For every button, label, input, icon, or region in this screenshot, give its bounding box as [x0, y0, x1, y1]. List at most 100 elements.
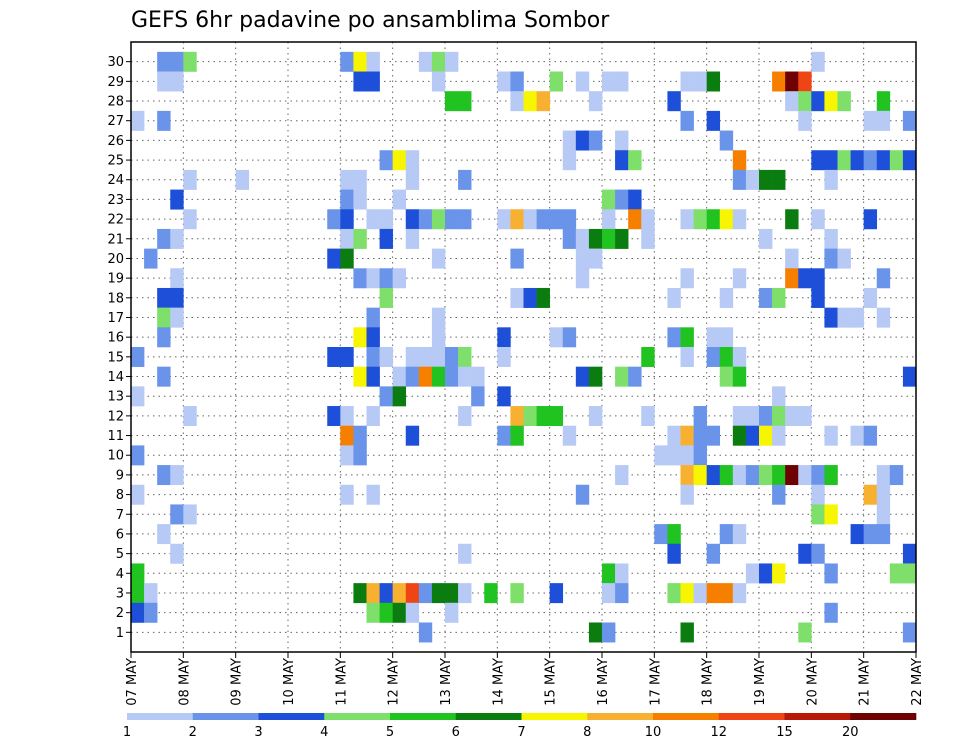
colorbar-swatch	[718, 713, 785, 720]
heatmap-cell	[759, 406, 773, 427]
heatmap-cell	[497, 347, 511, 367]
heatmap-cell	[458, 91, 472, 112]
x-tick-label: 12 MAY	[387, 658, 402, 706]
heatmap-cell	[157, 327, 171, 348]
heatmap-cell	[863, 425, 878, 446]
heatmap-cell	[157, 287, 171, 308]
heatmap-cell	[170, 51, 184, 72]
heatmap-cell	[615, 130, 629, 151]
heatmap-cell	[811, 543, 825, 564]
heatmap-cell	[693, 583, 707, 604]
heatmap-cell	[693, 406, 707, 427]
heatmap-cell	[405, 209, 420, 230]
heatmap-cell	[157, 465, 171, 486]
heatmap-cell	[523, 209, 537, 230]
heatmap-cell	[157, 366, 171, 387]
colorbar-level-label: 10	[645, 725, 662, 740]
heatmap-cell	[811, 91, 825, 112]
heatmap-cell	[667, 583, 681, 604]
heatmap-cell	[719, 130, 734, 151]
heatmap-cell	[340, 169, 354, 190]
y-tick-label: 8	[116, 488, 124, 503]
heatmap-cell	[523, 406, 537, 427]
heatmap-cell	[497, 209, 511, 230]
x-tick-label: 13 MAY	[439, 658, 454, 706]
heatmap-cell	[602, 563, 616, 584]
heatmap-cell	[902, 622, 917, 643]
y-tick-label: 18	[107, 291, 124, 306]
heatmap-cell	[405, 425, 420, 446]
heatmap-cell	[170, 307, 184, 328]
heatmap-cell	[889, 150, 904, 171]
heatmap-cell	[732, 524, 747, 545]
heatmap-cell	[785, 268, 799, 289]
heatmap-cell	[405, 347, 420, 367]
heatmap-cell	[863, 209, 878, 230]
x-tick-label: 10 MAY	[282, 658, 297, 706]
heatmap-cell	[497, 425, 511, 446]
heatmap-cell	[680, 583, 694, 604]
heatmap-cell	[876, 91, 891, 112]
heatmap-cell	[340, 189, 354, 210]
heatmap-cell	[445, 91, 459, 112]
heatmap-cell	[824, 91, 838, 112]
heatmap-cell	[850, 425, 864, 446]
heatmap-cell	[785, 71, 799, 92]
heatmap-cell	[366, 209, 380, 230]
heatmap-cell	[327, 248, 341, 269]
heatmap-cell	[562, 327, 577, 348]
heatmap-cell	[667, 445, 681, 466]
heatmap-cell	[863, 287, 878, 308]
heatmap-cell	[798, 110, 812, 131]
heatmap-cell	[824, 169, 838, 190]
heatmap-cell	[340, 51, 354, 72]
heatmap-cell	[575, 268, 590, 289]
heatmap-cell	[340, 248, 354, 269]
heatmap-cell	[785, 91, 799, 112]
heatmap-cell	[641, 228, 655, 249]
heatmap-cell	[837, 150, 851, 171]
heatmap-cell	[706, 71, 721, 92]
heatmap-cell	[431, 583, 446, 604]
heatmap-cell	[144, 602, 158, 623]
heatmap-cell	[379, 228, 393, 249]
heatmap-cell	[732, 583, 747, 604]
colorbar-swatch	[390, 713, 457, 720]
colorbar-level-label: 5	[386, 725, 394, 740]
y-tick-label: 7	[116, 508, 124, 523]
heatmap-cell	[759, 465, 773, 486]
heatmap-cell	[588, 622, 603, 643]
heatmap-cell	[431, 347, 446, 367]
heatmap-cell	[706, 425, 721, 446]
heatmap-cell	[562, 209, 577, 230]
y-tick-label: 25	[107, 154, 124, 169]
heatmap-cell	[131, 563, 145, 584]
x-tick-label: 22 MAY	[910, 658, 925, 706]
heatmap-cell	[641, 347, 655, 367]
heatmap-cell	[863, 524, 878, 545]
heatmap-cell	[811, 268, 825, 289]
heatmap-cell	[772, 169, 786, 190]
heatmap-cell	[510, 406, 524, 427]
y-tick-label: 16	[107, 331, 124, 346]
heatmap-cell	[732, 465, 747, 486]
heatmap-cell	[876, 150, 891, 171]
heatmap-cell	[327, 209, 341, 230]
heatmap-cell	[693, 71, 707, 92]
heatmap-cell	[484, 583, 498, 604]
heatmap-cell	[863, 484, 878, 505]
heatmap-cell	[850, 307, 864, 328]
colorbar-swatch	[192, 713, 259, 720]
heatmap-cell	[340, 347, 354, 367]
heatmap-cell	[575, 248, 590, 269]
heatmap-cell	[458, 366, 472, 387]
heatmap-cell	[824, 465, 838, 486]
x-tick-label: 18 MAY	[701, 658, 716, 706]
heatmap-cell	[405, 583, 420, 604]
heatmap-cell	[366, 71, 380, 92]
heatmap-cell	[667, 543, 681, 564]
heatmap-cell	[379, 268, 393, 289]
colorbar-level-label: 4	[320, 725, 328, 740]
colorbar-swatch	[587, 713, 654, 720]
heatmap-cell	[602, 189, 616, 210]
